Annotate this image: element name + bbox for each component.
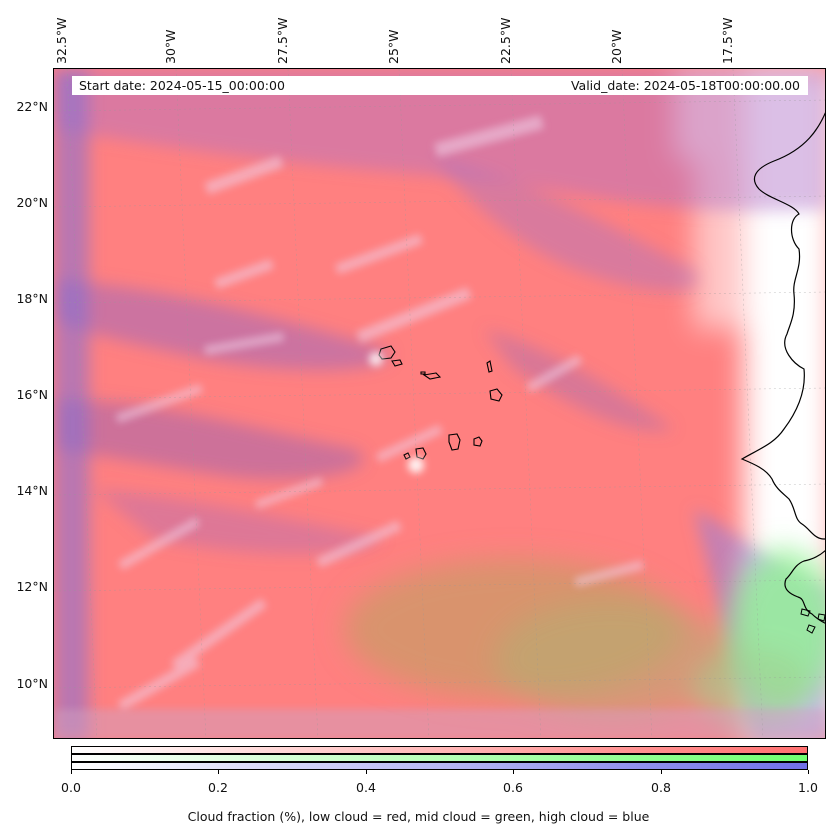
colorbar-label: Cloud fraction (%), low cloud = red, mid… [187,809,650,824]
info-bar: Start date: 2024-05-15_00:00:00 Valid_da… [72,76,808,95]
lat-label: 16°N [16,387,48,402]
lat-gridline [54,579,825,592]
lat-gridline [54,291,825,304]
lon-label: 32.5°W [54,17,69,64]
coastline-islands-bijagos [800,608,825,634]
start-date-text: Start date: 2024-05-15_00:00:00 [79,78,285,93]
lat-gridline [54,195,825,208]
island-clear-spots [369,352,424,473]
colorbar-tick-mark [366,770,367,774]
lat-gridline [54,676,825,689]
lon-gridline [510,69,542,738]
african-coastline [740,112,825,540]
lon-gridline [66,69,98,738]
coastline-guinea-bissau [784,550,825,624]
colorbar-tick-mark [71,770,72,774]
lon-label: 17.5°W [720,17,735,64]
cape-verde-islands [378,345,503,460]
colorbar-high-cloud [71,762,808,770]
colorbar-tick-mark [218,770,219,774]
colorbar-mid-cloud [71,754,808,762]
cirrus-streaks [115,115,645,711]
colorbar-tick-mark [808,770,809,774]
colorbar [71,746,808,770]
lon-label: 20°W [609,29,624,64]
lat-label: 20°N [16,195,48,210]
lon-label: 30°W [163,29,178,64]
colorbar-tick-label: 0.0 [61,780,81,795]
lat-label: 18°N [16,291,48,306]
lat-label: 22°N [16,99,48,114]
lat-label: 12°N [16,579,48,594]
lon-gridline [732,69,764,738]
colorbar-tick-mark [661,770,662,774]
lon-label: 25°W [386,29,401,64]
colorbar-tick-label: 0.4 [356,780,376,795]
map-panel[interactable] [53,68,826,739]
valid-date-text: Valid_date: 2024-05-18T00:00:00.00 [570,78,800,93]
lat-label: 14°N [16,483,48,498]
lon-gridline [398,69,430,738]
mid-cloud-area [344,549,825,729]
colorbar-low-cloud [71,746,808,754]
gridlines [54,69,825,738]
lon-label: 27.5°W [275,17,290,64]
lon-gridline [621,69,653,738]
cloud-fraction-map [54,69,825,738]
lat-gridline [54,99,825,112]
lat-label: 10°N [16,676,48,691]
bottom-haze [54,709,825,738]
lat-gridline [54,483,825,496]
colorbar-tick-mark [513,770,514,774]
lat-gridline [54,387,825,400]
colorbar-tick-label: 0.2 [208,780,228,795]
lon-label: 22.5°W [498,17,513,64]
colorbar-tick-label: 0.8 [651,780,671,795]
lon-gridline [287,69,319,738]
lon-gridline [175,69,207,738]
colorbar-tick-label: 0.6 [503,780,523,795]
colorbar-tick-label: 1.0 [798,780,818,795]
